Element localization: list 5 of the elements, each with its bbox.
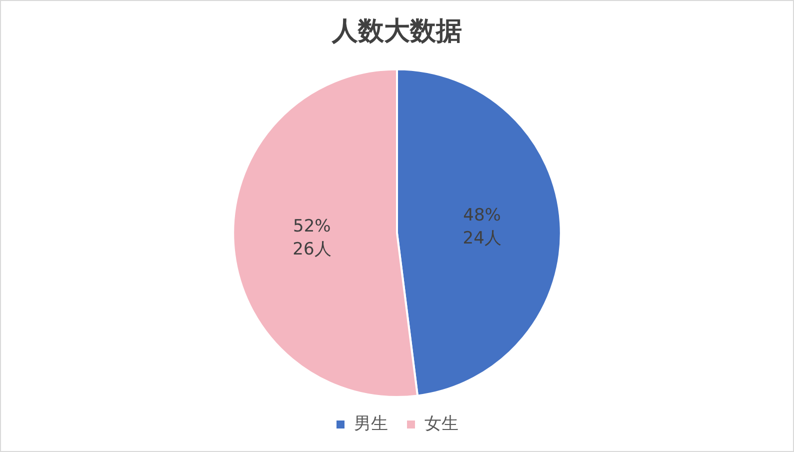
data-label: 48% 24人 <box>462 206 502 249</box>
legend-label: 女生 <box>424 414 458 433</box>
data-label: 52% 26人 <box>292 216 332 260</box>
legend-label: 男生 <box>354 414 388 433</box>
chart-title: 人数大数据 <box>331 16 462 46</box>
